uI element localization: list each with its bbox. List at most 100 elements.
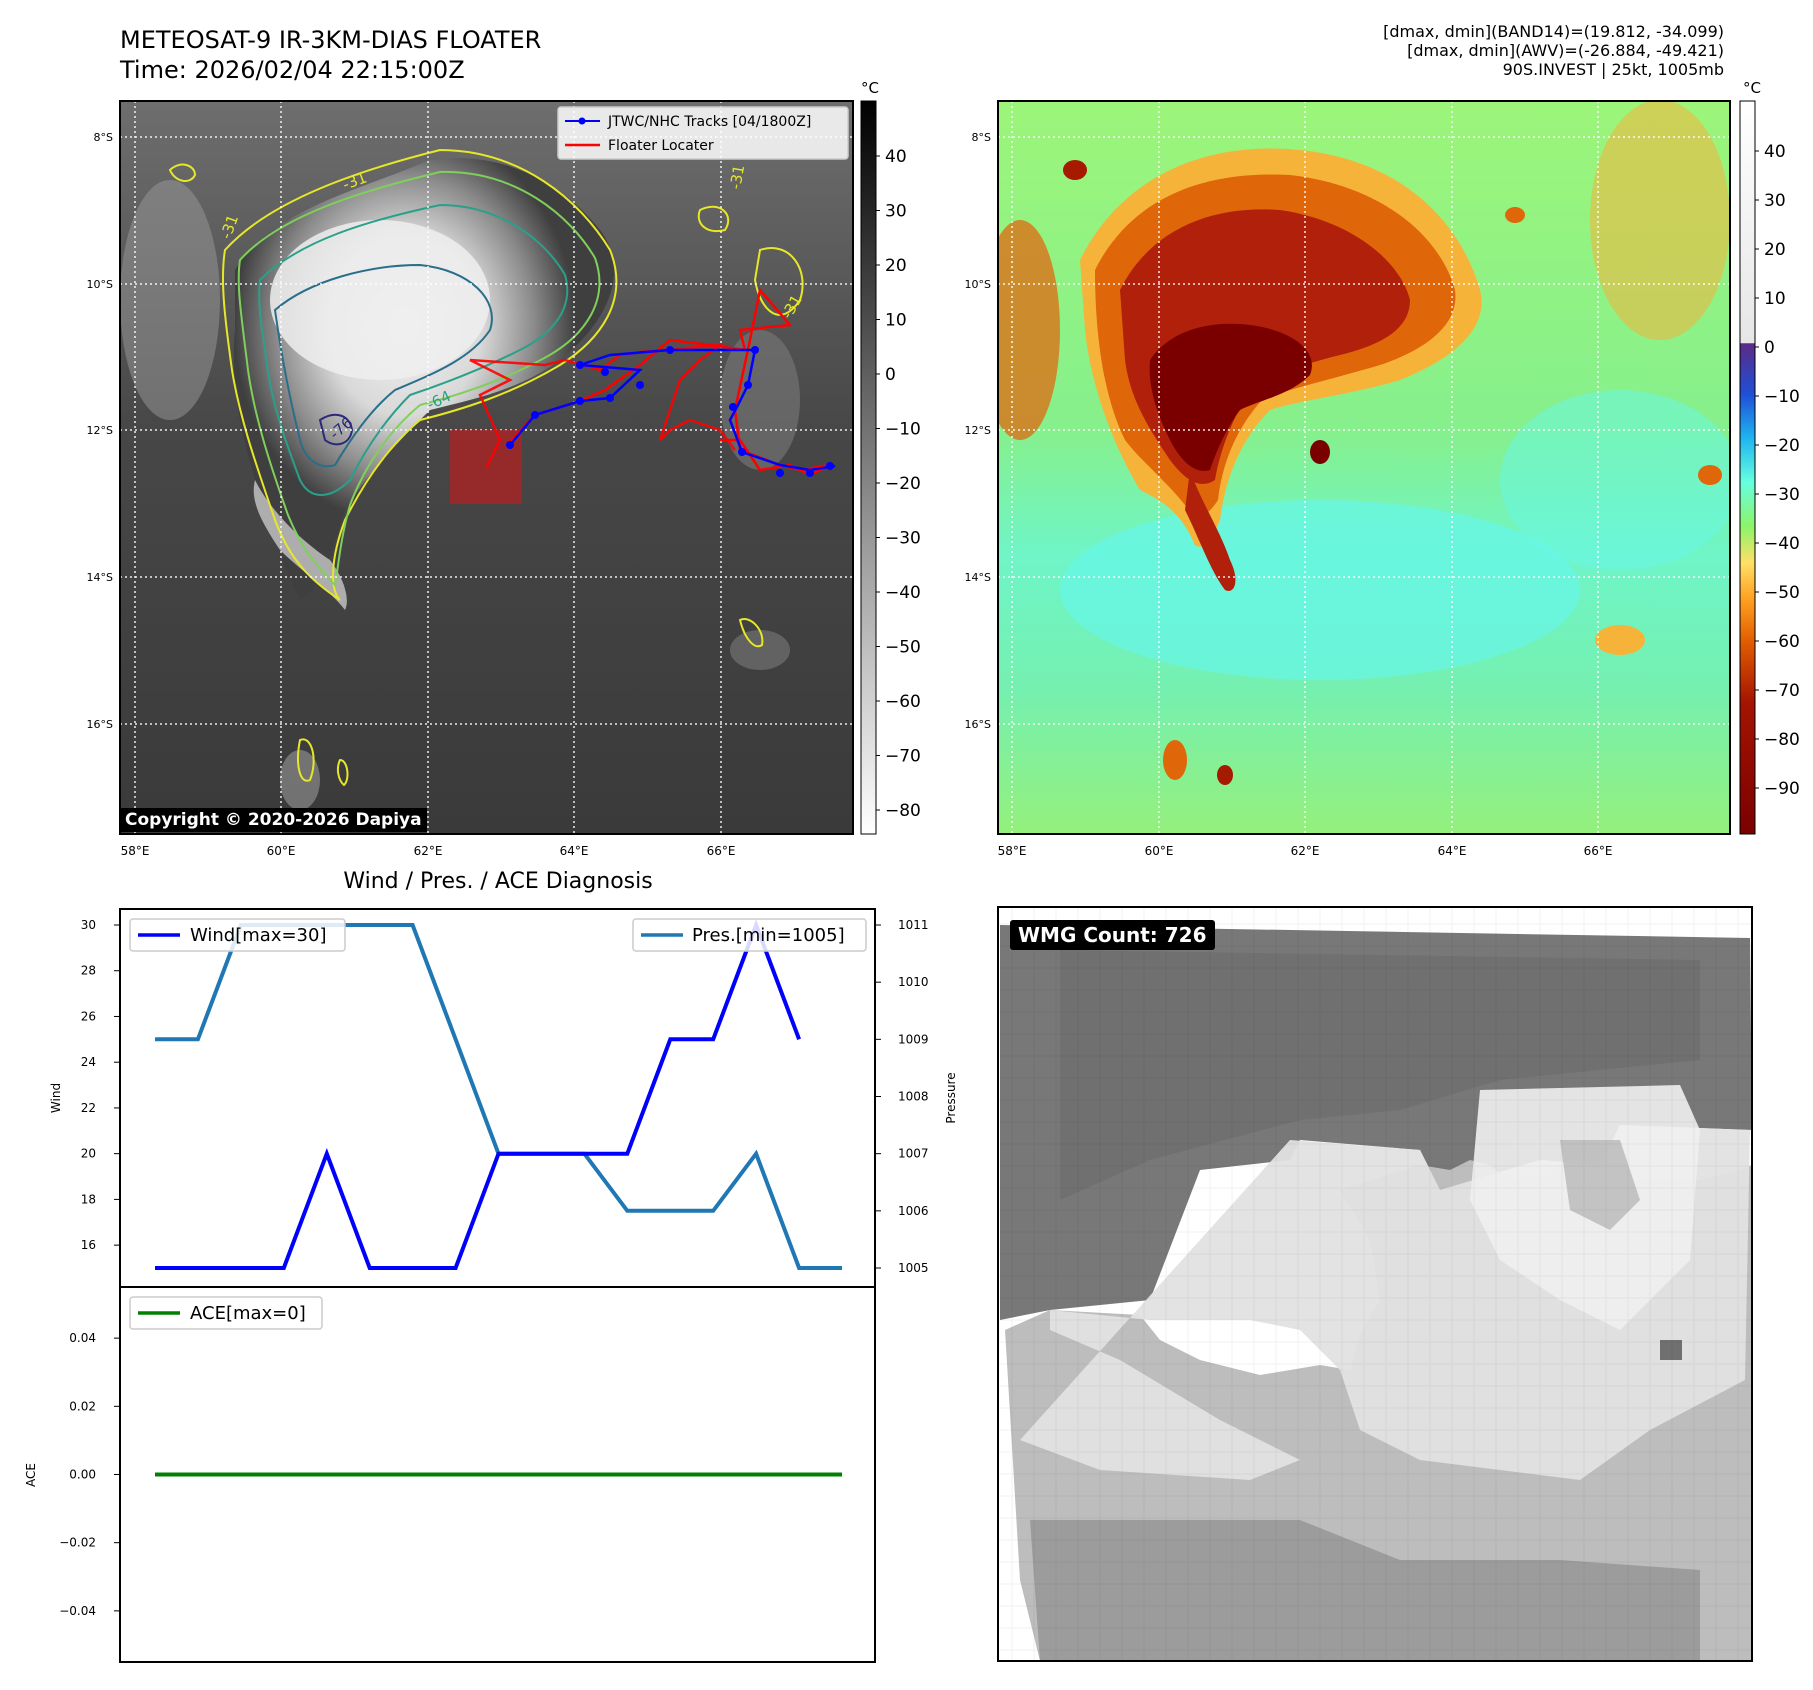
colorbar-tick-label: 40 (885, 147, 907, 167)
ir-colorbar-unit: °C (861, 79, 879, 97)
pressure-tick-label: 1008 (898, 1090, 929, 1104)
lat-label: 14°S (965, 571, 991, 584)
colorbar-tick-label: 20 (885, 256, 907, 276)
enhanced-colorbar (1739, 100, 1756, 835)
colorbar-tick-label: −40 (885, 583, 921, 603)
figure-title: METEOSAT-9 IR-3KM-DIAS FLOATER (120, 26, 542, 54)
colorbar-tick-label: −60 (885, 692, 921, 712)
colorbar-tick-label: −30 (1764, 485, 1800, 505)
pressure-tick-label: 1005 (898, 1261, 929, 1275)
wind-legend-label: Wind[max=30] (190, 925, 327, 946)
colorbar-tick-label: −50 (885, 638, 921, 658)
enhanced-frame (997, 100, 1731, 835)
pressure-legend-label: Pres.[min=1005] (692, 925, 845, 946)
wind-pres-axes (119, 908, 876, 1288)
colorbar-tick-label: −30 (885, 529, 921, 549)
colorbar-tick-label: −90 (1764, 779, 1800, 799)
colorbar-tick-label: 10 (1764, 289, 1786, 309)
contour-label: -31 (726, 163, 748, 190)
wmg-frame (997, 906, 1753, 1662)
pressure-tick-label: 1007 (898, 1147, 929, 1161)
colorbar-tick-label: −10 (1764, 387, 1800, 407)
pressure-tick-label: 1010 (898, 975, 929, 989)
wind-tick-label: 28 (81, 964, 96, 978)
colorbar-tick-label: 0 (1764, 338, 1775, 358)
band14-range: [dmax, dmin](BAND14)=(19.812, -34.099) (1383, 22, 1724, 41)
pressure-axis-label: Pressure (944, 1072, 958, 1123)
lat-label: 12°S (87, 424, 113, 437)
figure-time: Time: 2026/02/04 22:15:00Z (120, 56, 465, 84)
ace-tick-label: 0.04 (69, 1331, 96, 1345)
lon-label: 58°E (998, 844, 1027, 858)
ace-tick-label: −0.02 (59, 1536, 96, 1550)
wind-tick-label: 30 (81, 918, 96, 932)
pressure-tick-label: 1006 (898, 1204, 929, 1218)
ir-legend: JTWC/NHC Tracks [04/1800Z] Floater Locat… (557, 106, 849, 160)
colorbar-tick-label: 20 (1764, 240, 1786, 260)
colorbar-tick-label: −40 (1764, 534, 1800, 554)
dmax-dmin-info: [dmax, dmin](BAND14)=(19.812, -34.099) [… (1383, 22, 1724, 79)
lat-label: 8°S (972, 131, 991, 144)
lon-label: 60°E (267, 844, 296, 858)
colorbar-tick-label: −80 (885, 801, 921, 821)
colorbar-tick-label: 10 (885, 311, 907, 331)
colorbar-tick-label: −80 (1764, 730, 1800, 750)
ace-axis-label: ACE (24, 1463, 38, 1487)
lon-label: 60°E (1145, 844, 1174, 858)
pressure-tick-label: 1009 (898, 1032, 929, 1046)
ace-legend: ACE[max=0] (129, 1296, 323, 1330)
ace-tick-label: 0.00 (69, 1468, 96, 1482)
ir-frame (119, 100, 854, 835)
lon-label: 58°E (121, 844, 150, 858)
enhanced-colorbar-unit: °C (1743, 79, 1761, 97)
lon-label: 66°E (1584, 844, 1613, 858)
colorbar-tick-label: −20 (1764, 436, 1800, 456)
lat-label: 10°S (965, 278, 991, 291)
colorbar-tick-label: −50 (1764, 583, 1800, 603)
wind-axis-label: Wind (49, 1083, 63, 1113)
colorbar-tick-label: 40 (1764, 142, 1786, 162)
lon-label: 64°E (1438, 844, 1467, 858)
colorbar-tick-label: −70 (885, 747, 921, 767)
colorbar-tick-label: 0 (885, 365, 896, 385)
colorbar-tick-label: 30 (885, 202, 907, 222)
lon-label: 62°E (414, 844, 443, 858)
lat-label: 12°S (965, 424, 991, 437)
storm-info: 90S.INVEST | 25kt, 1005mb (1502, 60, 1724, 79)
wind-tick-label: 16 (81, 1238, 96, 1252)
awv-range: [dmax, dmin](AWV)=(-26.884, -49.421) (1407, 41, 1724, 60)
lon-label: 64°E (560, 844, 589, 858)
wind-legend: Wind[max=30] (129, 918, 346, 952)
ir-colorbar (860, 100, 877, 835)
wind-tick-label: 26 (81, 1009, 96, 1023)
ace-tick-label: −0.04 (59, 1604, 96, 1618)
wind-series-line (155, 919, 801, 1270)
colorbar-tick-label: 30 (1764, 191, 1786, 211)
lat-label: 16°S (965, 718, 991, 731)
lat-label: 8°S (94, 131, 113, 144)
ace-tick-label: 0.02 (69, 1399, 96, 1413)
pressure-tick-label: 1011 (898, 918, 929, 932)
enhanced-image (998, 101, 1730, 834)
ir-image (120, 101, 853, 834)
lon-label: 62°E (1291, 844, 1320, 858)
colorbar-tick-label: −10 (885, 420, 921, 440)
wind-tick-label: 18 (81, 1192, 96, 1206)
wmg-image (998, 907, 1752, 1661)
lat-label: 14°S (87, 571, 113, 584)
colorbar-tick-label: −20 (885, 474, 921, 494)
wind-tick-label: 22 (81, 1101, 96, 1115)
wind-tick-label: 20 (81, 1147, 96, 1161)
lon-label: 66°E (707, 844, 736, 858)
diagnosis-title: Wind / Pres. / ACE Diagnosis (343, 869, 652, 894)
ace-legend-label: ACE[max=0] (190, 1303, 306, 1324)
lat-label: 10°S (87, 278, 113, 291)
wind-tick-label: 24 (81, 1055, 96, 1069)
copyright-badge: Copyright © 2020-2026 Dapiya (120, 808, 427, 832)
pressure-legend: Pres.[min=1005] (632, 918, 867, 952)
wmg-count-badge: WMG Count: 726 (1010, 920, 1215, 950)
legend-track-label: JTWC/NHC Tracks [04/1800Z] (607, 114, 811, 130)
colorbar-tick-label: −70 (1764, 681, 1800, 701)
lat-label: 16°S (87, 718, 113, 731)
